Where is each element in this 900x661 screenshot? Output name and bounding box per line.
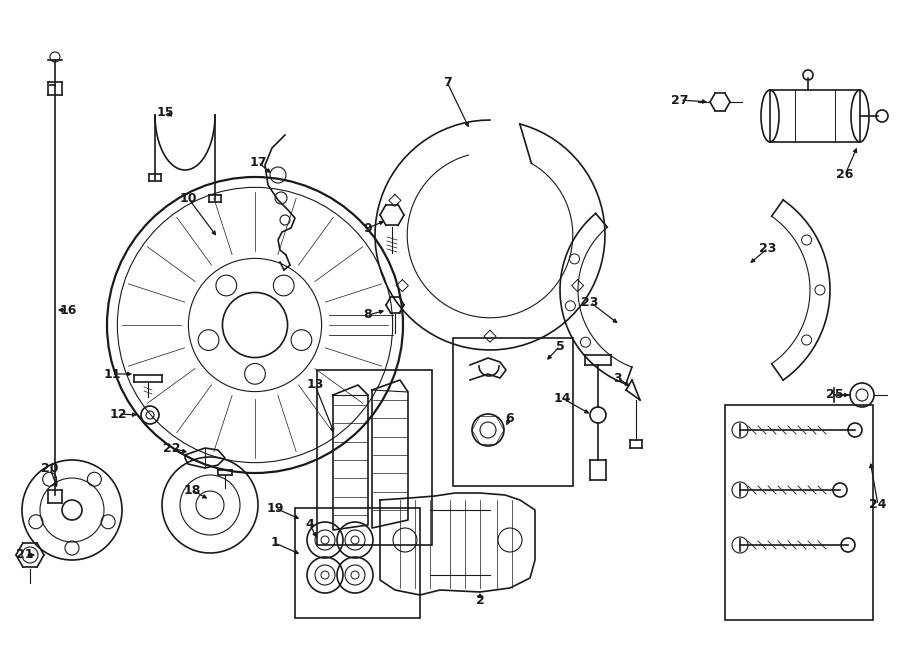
Text: 13: 13 (306, 379, 324, 391)
Text: 4: 4 (306, 518, 314, 531)
Text: 9: 9 (364, 221, 373, 235)
Text: 18: 18 (184, 483, 201, 496)
Text: 26: 26 (836, 169, 854, 182)
Text: 27: 27 (671, 93, 688, 106)
Text: 2: 2 (475, 594, 484, 607)
Text: 6: 6 (506, 412, 514, 424)
Text: 14: 14 (554, 391, 571, 405)
Text: 19: 19 (266, 502, 284, 514)
Text: 23: 23 (581, 295, 598, 309)
Text: 8: 8 (364, 309, 373, 321)
Text: 17: 17 (249, 155, 266, 169)
Text: 1: 1 (271, 537, 279, 549)
Bar (725, 405, 873, 620)
Text: 11: 11 (104, 368, 121, 381)
Bar (453, 338, 573, 486)
Text: 5: 5 (555, 340, 564, 352)
Text: 7: 7 (443, 75, 452, 89)
Text: 24: 24 (869, 498, 886, 512)
Text: 10: 10 (179, 192, 197, 204)
Text: 25: 25 (826, 389, 844, 401)
Text: 20: 20 (41, 461, 58, 475)
Text: 23: 23 (760, 241, 777, 254)
Bar (317, 370, 432, 545)
Text: 3: 3 (614, 371, 622, 385)
Text: 12: 12 (109, 407, 127, 420)
Text: 21: 21 (16, 549, 34, 561)
Text: 16: 16 (59, 303, 76, 317)
Bar (295, 508, 420, 618)
Bar (770, 90, 860, 142)
Text: 15: 15 (157, 106, 174, 118)
Text: 22: 22 (163, 442, 181, 455)
